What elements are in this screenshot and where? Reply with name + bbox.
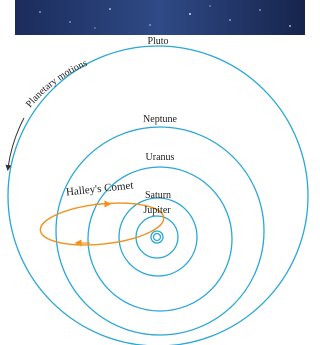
motion-label: Planetary motions xyxy=(24,58,89,110)
motion-arrow xyxy=(8,118,24,168)
neptune-label: Neptune xyxy=(143,114,177,125)
inner-orbit xyxy=(154,234,161,241)
uranus-label: Uranus xyxy=(146,152,175,163)
page: {"labels": {"pluto": "Pluto", "neptune":… xyxy=(0,0,316,345)
saturn-label: Saturn xyxy=(145,190,171,201)
inner-orbit xyxy=(151,231,163,243)
jupiter-label: Jupiter xyxy=(143,205,171,216)
pluto-label: Pluto xyxy=(147,36,168,47)
banner xyxy=(15,0,305,35)
comet-label: Halley's Comet xyxy=(65,180,134,199)
diagram: Pluto Neptune Uranus Saturn Jupiter Hall… xyxy=(0,0,316,345)
jupiter-orbit xyxy=(136,216,178,258)
motion-label-path: Planetary motions xyxy=(24,58,89,110)
